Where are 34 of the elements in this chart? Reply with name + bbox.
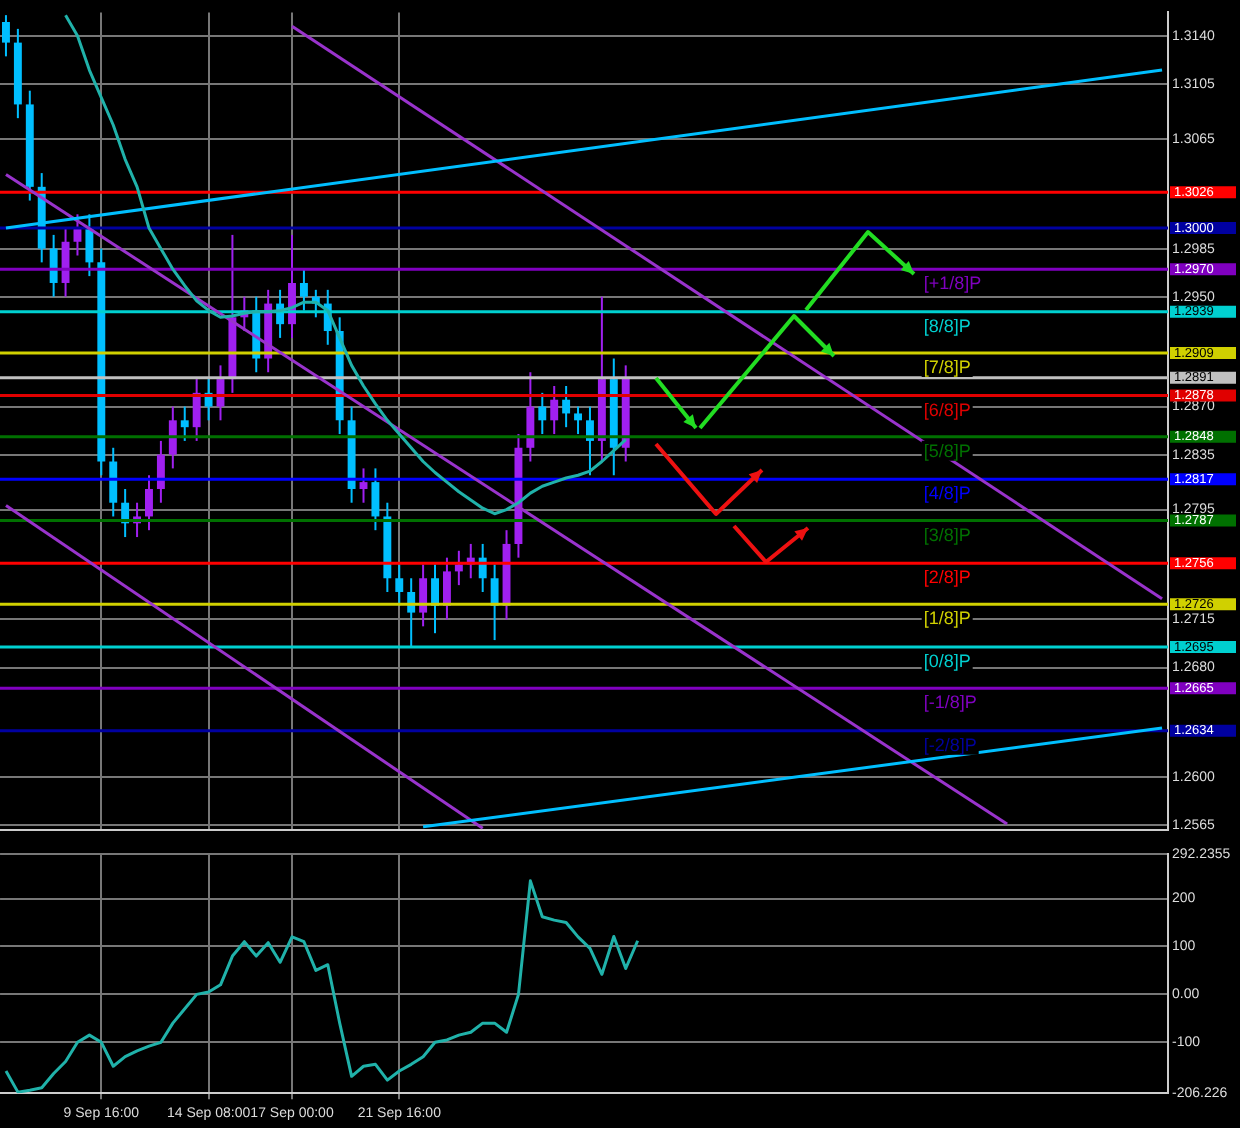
candlestick — [61, 227, 70, 298]
candlestick — [371, 467, 380, 532]
candlestick — [538, 391, 547, 436]
candlestick — [109, 446, 118, 518]
candlestick — [168, 405, 177, 470]
candlestick — [2, 14, 10, 58]
candlestick — [419, 563, 428, 628]
annotation: [7/8]P — [923, 356, 971, 377]
candlestick — [299, 268, 308, 312]
candlestick — [562, 384, 571, 429]
annotation: [-2/8]P — [923, 734, 977, 755]
candlestick — [490, 563, 499, 642]
candlestick — [156, 439, 165, 504]
annotation: [5/8]P — [923, 440, 971, 461]
annotation: [8/8]P — [923, 315, 971, 336]
candlestick — [145, 474, 153, 532]
candlestick — [359, 467, 368, 504]
annotation: [0/8]P — [923, 650, 971, 671]
candlestick — [431, 563, 439, 635]
candlestick — [180, 405, 189, 442]
annotation: [1/8]P — [923, 608, 971, 629]
candlestick — [395, 563, 404, 607]
annotation: [+1/8]P — [923, 273, 982, 294]
annotation: [-1/8]P — [923, 692, 977, 713]
candlestick — [442, 556, 451, 621]
annotation: [3/8]P — [923, 524, 971, 545]
candlestick — [574, 405, 582, 436]
candlestick — [192, 378, 201, 442]
candlestick — [550, 384, 559, 436]
annotation: [2/8]P — [923, 567, 971, 588]
candlestick — [526, 371, 535, 463]
annotation: [4/8]P — [923, 483, 971, 504]
candlestick — [49, 233, 58, 298]
annotation: [6/8]P — [923, 399, 971, 420]
